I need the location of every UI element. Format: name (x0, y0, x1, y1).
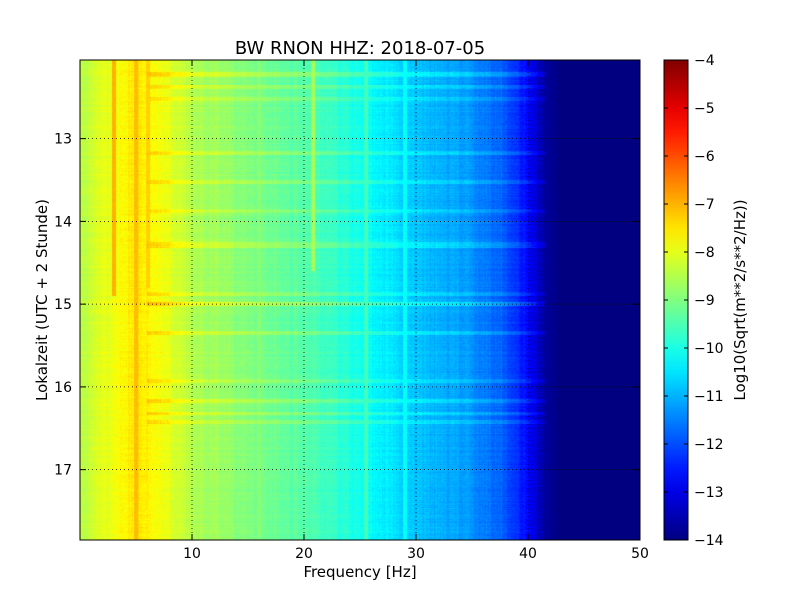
colorbar-tick-label: −4 (694, 53, 715, 69)
y-axis-label: Lokalzeit (UTC + 2 Stunde) (33, 199, 51, 401)
chart-title: BW RNON HHZ: 2018-07-05 (235, 38, 485, 59)
y-tick-label: 15 (54, 297, 72, 313)
colorbar-tick-label: −7 (694, 197, 715, 213)
y-axis: 13 14 15 16 17 (54, 132, 640, 479)
x-tick-label: 30 (407, 546, 425, 562)
grid-lines (80, 60, 640, 540)
colorbar-tick-label: −10 (694, 341, 724, 357)
colorbar-tick-label: −13 (694, 485, 724, 501)
colorbar-tick-label: −5 (694, 101, 715, 117)
colorbar-tick-label: −9 (694, 293, 715, 309)
y-tick-label: 17 (54, 463, 72, 479)
colorbar-ticks: −4 −5 −6 −7 −8 −9 −10 −11 −12 −13 −14 (664, 53, 724, 549)
y-tick-label: 16 (54, 380, 72, 396)
spectrogram-heatmap (80, 60, 640, 540)
x-tick-label: 10 (183, 546, 201, 562)
x-tick-label: 50 (631, 546, 649, 562)
y-tick-label: 14 (54, 214, 72, 230)
colorbar-tick-label: −12 (694, 437, 724, 453)
colorbar-tick-label: −14 (694, 533, 724, 549)
colorbar-tick-label: −8 (694, 245, 715, 261)
colorbar-tick-label: −11 (694, 389, 724, 405)
y-tick-label: 13 (54, 132, 72, 148)
x-axis-label: Frequency [Hz] (303, 563, 416, 581)
colorbar-tick-label: −6 (694, 149, 715, 165)
plot-frame (79, 59, 641, 541)
x-axis: 10 20 30 40 50 (183, 60, 649, 562)
x-tick-label: 40 (519, 546, 537, 562)
colorbar-label: Log10(Sqrt(m**2/s**2/Hz)) (731, 199, 749, 400)
plot-area (80, 60, 640, 540)
x-tick-label: 20 (295, 546, 313, 562)
